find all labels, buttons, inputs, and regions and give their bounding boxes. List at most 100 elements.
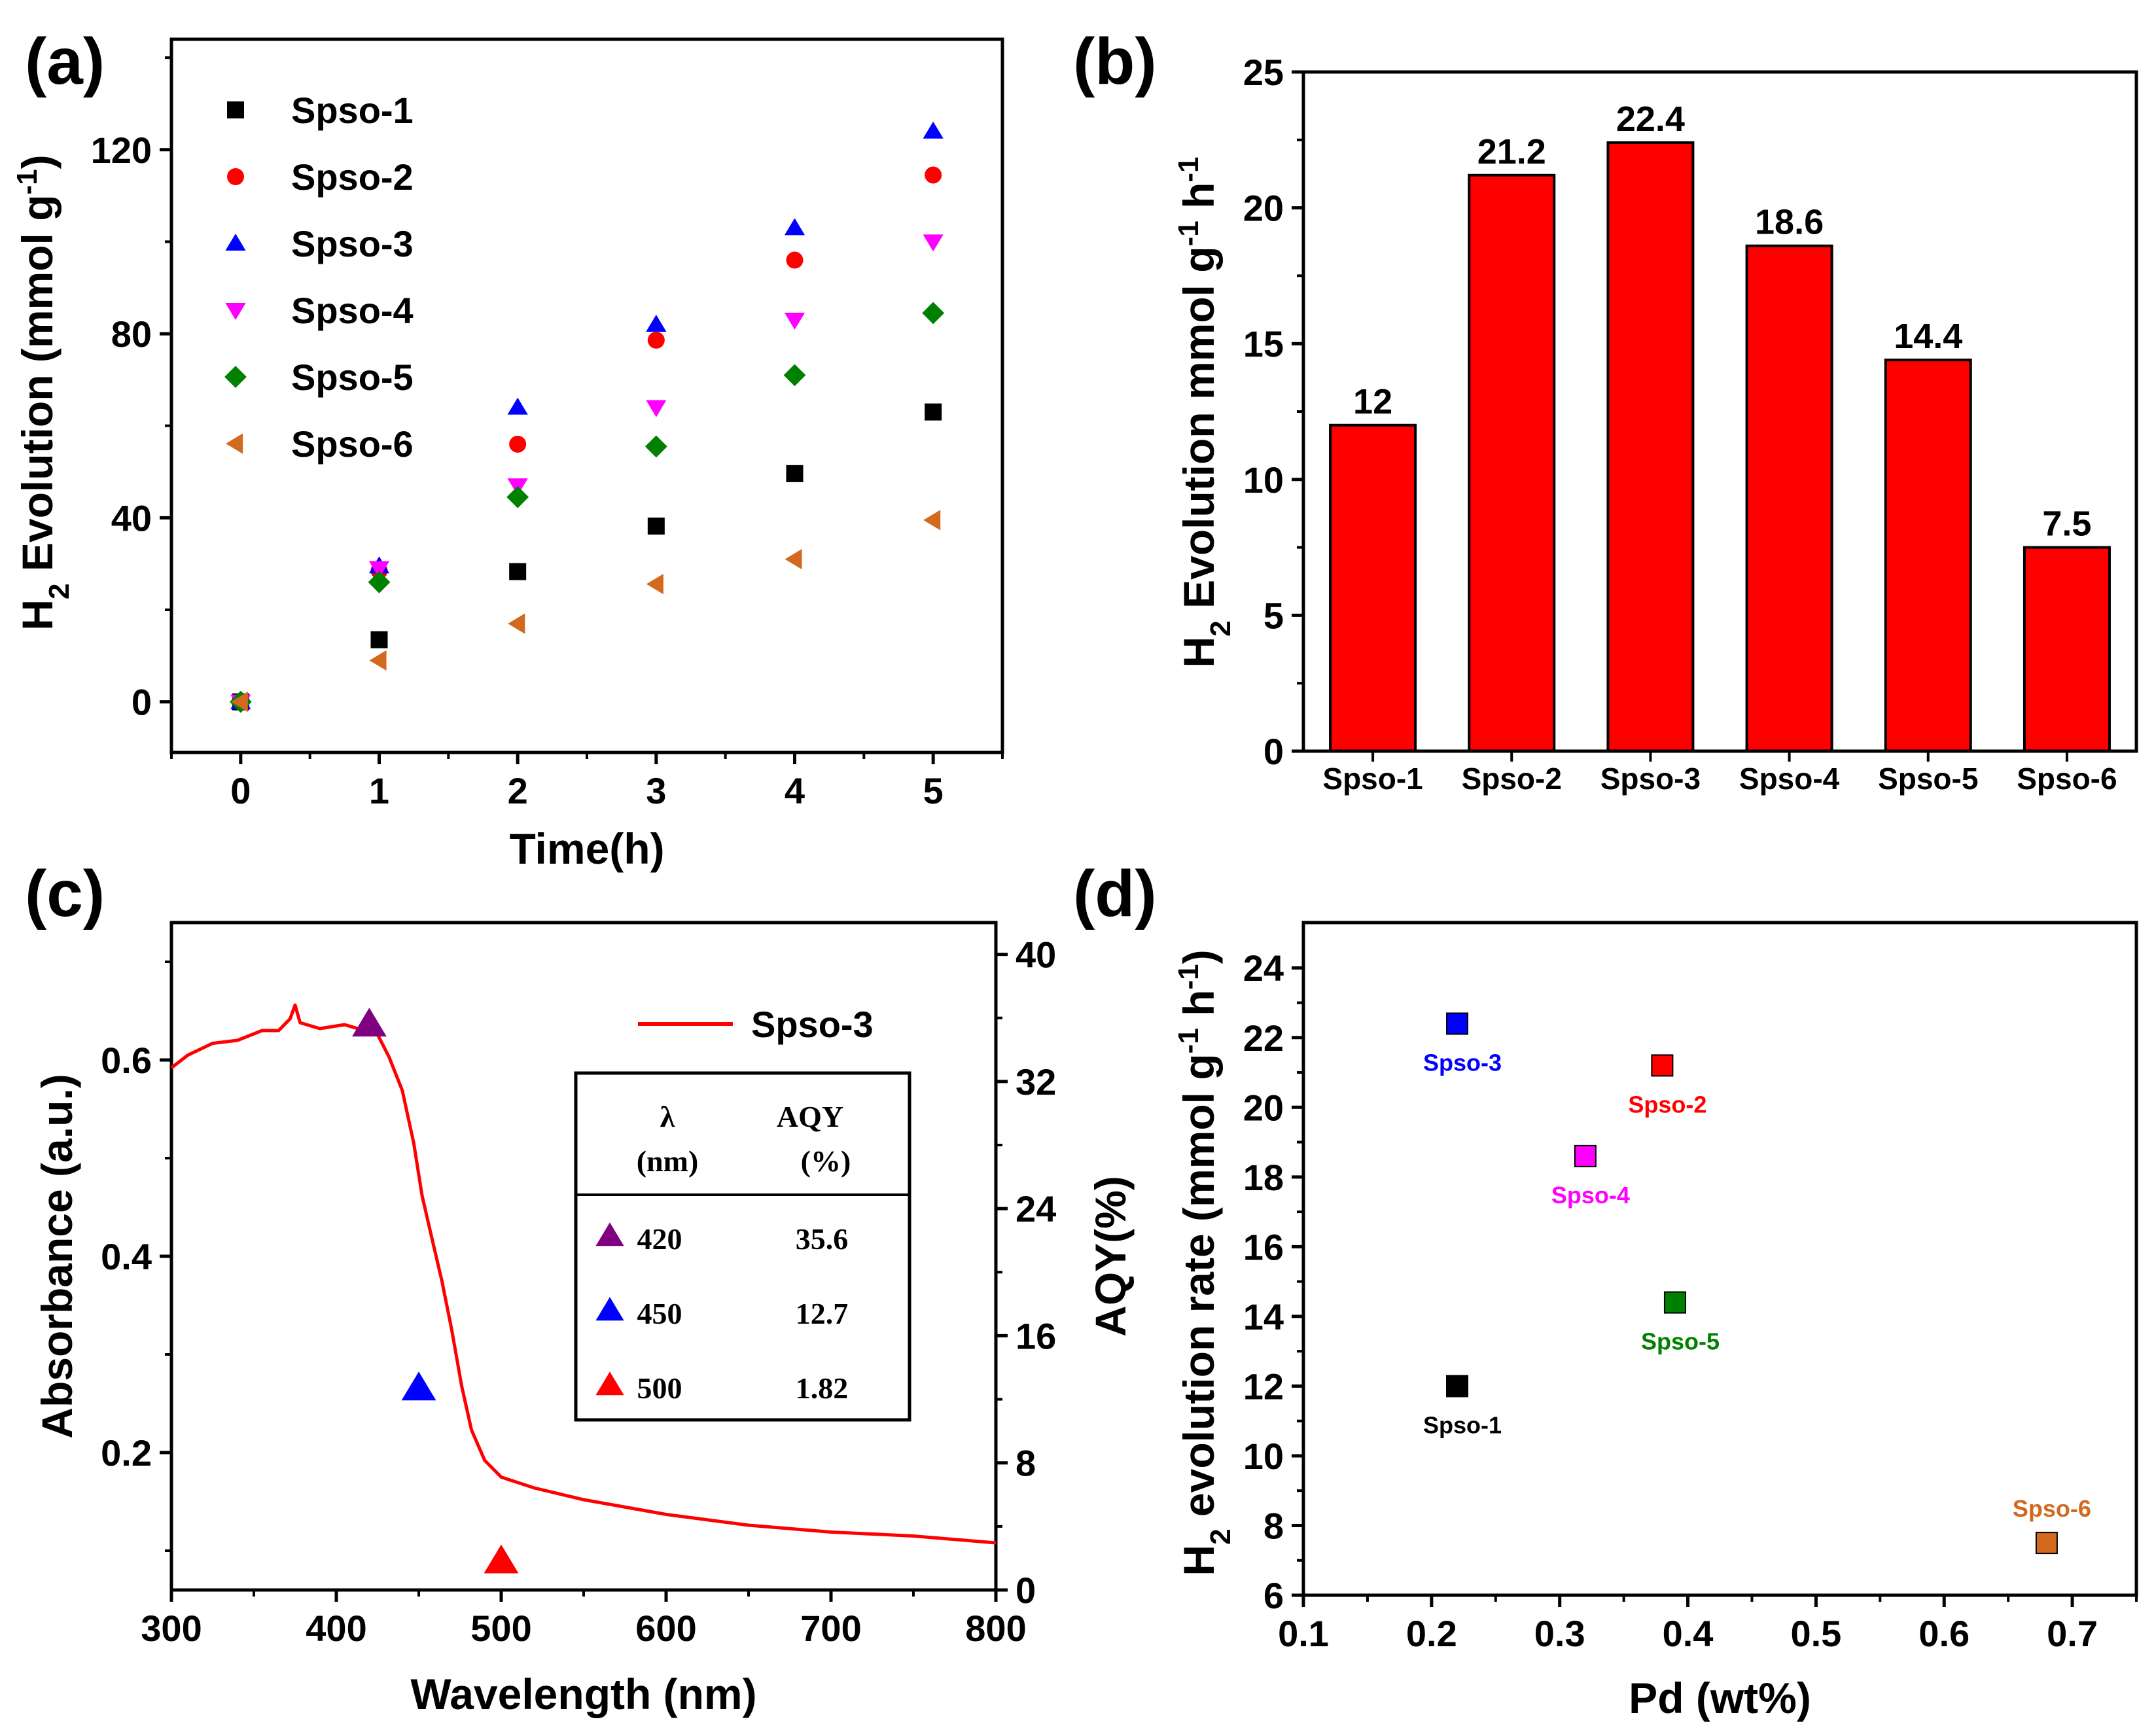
bar-value-label: 14.4 <box>1894 317 1962 356</box>
point-label: Spso-6 <box>2013 1495 2091 1522</box>
bar-Spso-6 <box>2023 546 2111 752</box>
x-tick-label: 300 <box>141 1608 202 1649</box>
panel-b: (b) 12 Spso-1 21.2 Spso-2 22.4 Spso-3 18.6 Spso-… <box>1073 25 2138 796</box>
y-tick-label: 20 <box>1243 188 1284 229</box>
y-tick-label: 10 <box>1243 459 1284 501</box>
x-tick-label: 0.2 <box>1406 1613 1457 1654</box>
data-point <box>923 234 944 252</box>
x-tick-label: 0.7 <box>2047 1613 2098 1654</box>
x-tick-label: Spso-3 <box>1600 762 1701 796</box>
aqy-table <box>574 1071 911 1422</box>
table-row-marker <box>595 1297 624 1321</box>
y-tick-label: 18 <box>1243 1157 1284 1198</box>
point-label: Spso-2 <box>1628 1091 1706 1118</box>
y-axis-label: Absorbance (a.u.) <box>33 1074 81 1438</box>
data-point <box>646 574 663 595</box>
data-point <box>786 251 804 269</box>
data-point <box>923 510 941 531</box>
data-point <box>785 549 802 570</box>
panel-label-d: (d) <box>1073 857 1157 930</box>
y-tick-label: 15 <box>1243 323 1284 364</box>
y-tick-label: 0 <box>1264 731 1284 772</box>
panel-c: (c) 300 400 500 600 700 800 0.2 0.4 0.6 0 8 16 24 32 40… <box>25 857 1135 1718</box>
y-tick-label: 6 <box>1264 1575 1284 1616</box>
x-axis-label: Time(h) <box>509 824 664 873</box>
data-point <box>368 571 391 593</box>
bar-Spso-2 <box>1468 173 1556 752</box>
x-tick-label: 1 <box>369 770 389 811</box>
x-tick-label: 4 <box>785 770 805 811</box>
legend-label: Spso-4 <box>291 290 414 331</box>
table-cell: 12.7 <box>796 1297 849 1330</box>
x-tick-label: 400 <box>306 1608 366 1649</box>
data-point <box>786 465 804 482</box>
y-axis-label: H2 Evolution (mmol g-1) <box>11 154 75 630</box>
x-tick-label: 500 <box>470 1608 531 1649</box>
data-point <box>923 121 944 139</box>
data-point <box>645 435 667 458</box>
y-tick-label: 40 <box>111 497 152 538</box>
table-header: λ <box>660 1100 675 1133</box>
aqy-point <box>401 1371 436 1401</box>
panel-d: (d) 0.1 0.2 0.3 0.4 0.5 0.6 0.7 6 8 10 12 14 16 18 20 22… <box>1073 857 2138 1722</box>
y-tick-label: 5 <box>1264 595 1284 636</box>
data-point-Spso-6 <box>2035 1532 2058 1555</box>
y-tick-label: 80 <box>111 313 152 355</box>
x-tick-label: 0 <box>230 770 251 811</box>
y-tick-label: 24 <box>1243 947 1284 989</box>
data-point <box>784 312 805 330</box>
table-cell: 1.82 <box>796 1371 849 1405</box>
x-tick-label: Spso-4 <box>1739 762 1840 796</box>
data-point <box>646 315 667 332</box>
data-point <box>368 561 390 578</box>
series-Spso-4 <box>230 234 944 712</box>
panel-label-a: (a) <box>25 25 105 98</box>
data-point-Spso-4 <box>1574 1144 1597 1167</box>
table-cell: 500 <box>637 1371 682 1405</box>
y-tick-label: 8 <box>1264 1505 1284 1546</box>
y2-tick-label: 8 <box>1016 1443 1036 1484</box>
series-Spso-3 <box>230 121 944 709</box>
y-tick-label: 16 <box>1243 1226 1284 1267</box>
bar-Spso-3 <box>1606 141 1695 752</box>
table-header: AQY <box>777 1100 843 1133</box>
bar-value-label: 21.2 <box>1477 132 1546 171</box>
data-point <box>925 166 942 184</box>
y-tick-label: 12 <box>1243 1366 1284 1407</box>
x-tick-label: 700 <box>800 1608 861 1649</box>
y2-tick-label: 16 <box>1016 1315 1056 1356</box>
table-header: (nm) <box>637 1144 699 1178</box>
point-label: Spso-3 <box>1423 1049 1502 1076</box>
x-tick-label: Spso-2 <box>1462 762 1562 796</box>
data-point-Spso-2 <box>1651 1054 1674 1077</box>
bar-Spso-4 <box>1745 244 1833 752</box>
legend-marker <box>227 168 244 185</box>
legend-marker <box>225 234 246 251</box>
y2-tick-label: 0 <box>1016 1570 1036 1611</box>
bar-value-label: 12 <box>1353 382 1392 421</box>
x-tick-label: Spso-5 <box>1878 762 1978 796</box>
point-label: Spso-1 <box>1423 1411 1502 1438</box>
panel-label-b: (b) <box>1073 25 1157 98</box>
x-tick-label: 0.3 <box>1534 1613 1585 1654</box>
y-tick-label: 0.2 <box>101 1432 152 1474</box>
y-axis-label: H2 Evolution mmol g-1 h-1 <box>1173 156 1237 667</box>
y-axis-label: H2 evolution rate (mmol g-1 h-1) <box>1173 949 1237 1576</box>
data-point <box>647 331 665 349</box>
panel-a: (a) 0 1 2 3 4 5 0 40 80 120 Time(h) H2 Evolution (mm… <box>11 25 1004 873</box>
x-tick-label: 800 <box>965 1608 1026 1649</box>
legend-label: Spso-1 <box>291 90 414 131</box>
y2-axis-label: AQY(%) <box>1086 1176 1135 1337</box>
table-cell: 35.6 <box>796 1222 849 1256</box>
aqy-point <box>352 1008 387 1037</box>
data-point <box>509 435 527 453</box>
bar-value-label: 18.6 <box>1755 203 1824 242</box>
aqy-point <box>484 1544 519 1574</box>
x-tick-label: Spso-6 <box>2017 762 2117 796</box>
y2-tick-label: 24 <box>1016 1188 1056 1229</box>
data-point-Spso-5 <box>1663 1291 1686 1314</box>
data-point <box>925 403 942 421</box>
data-point <box>509 563 527 580</box>
x-tick-label: 0.5 <box>1790 1613 1841 1654</box>
